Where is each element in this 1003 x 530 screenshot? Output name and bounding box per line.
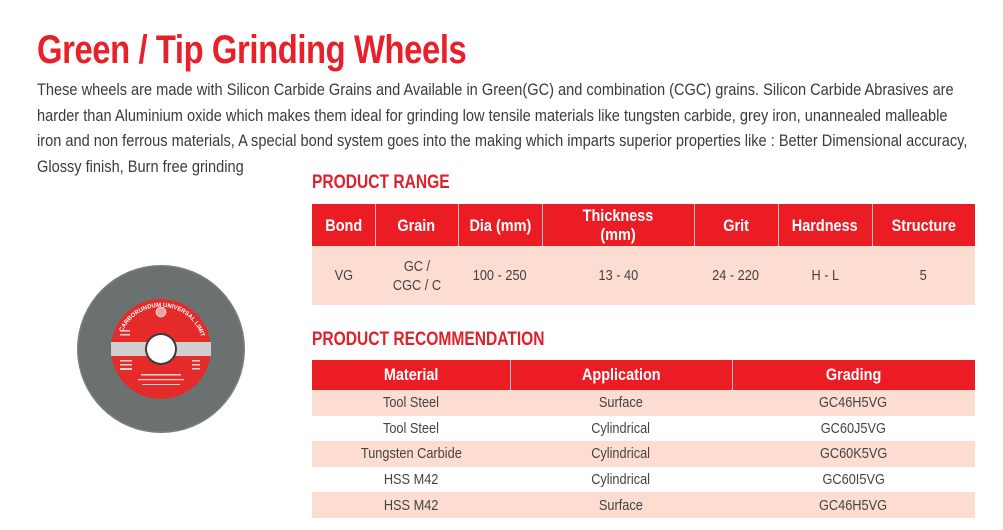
cell-structure: 5 (872, 246, 975, 305)
cell-application: Cylindrical (510, 441, 732, 467)
cell-grading: GC60I5VG (732, 466, 975, 493)
cell-application: Surface (510, 492, 732, 518)
cell-material: Tool Steel (312, 415, 510, 442)
table-row: Tool Steel Surface GC46H5VG (312, 390, 975, 416)
column-header-application: Application (510, 360, 733, 390)
cell-thickness: 13 - 40 (542, 246, 694, 305)
cell-material: HSS M42 (312, 492, 510, 518)
cell-application: Surface (510, 390, 732, 416)
table-header-row: Material Application Grading (312, 360, 975, 390)
grinding-wheel-image: CARBORUNDUM UNIVERSAL LIMITED (76, 264, 245, 433)
table-header-row: Bond Grain Dia (mm) Thickness (mm) Grit … (312, 204, 975, 246)
cell-material: HSS M42 (312, 466, 510, 493)
cell-grading: GC46H5VG (732, 492, 975, 518)
cell-material: Tungsten Carbide (312, 441, 510, 467)
cell-grain: GC / CGC / C (375, 246, 458, 305)
column-header-hardness: Hardness (778, 204, 873, 246)
cell-grit: 24 - 220 (694, 246, 778, 305)
product-recommendation-heading: PRODUCT RECOMMENDATION (312, 329, 545, 350)
cell-dia: 100 - 250 (458, 246, 542, 305)
table-row: Tungsten Carbide Cylindrical GC60K5VG (312, 441, 975, 467)
table-row: HSS M42 Surface GC46H5VG (312, 492, 975, 518)
column-header-grading: Grading (732, 360, 975, 390)
column-header-grain: Grain (375, 204, 459, 246)
intro-paragraph: These wheels are made with Silicon Carbi… (37, 81, 968, 176)
table-row: HSS M42 Cylindrical GC60I5VG (312, 466, 975, 493)
column-header-structure: Structure (872, 204, 975, 246)
table-row: Tool Steel Cylindrical GC60J5VG (312, 415, 975, 442)
cell-material: Tool Steel (312, 390, 510, 416)
column-header-grit: Grit (694, 204, 779, 246)
cell-grading: GC60J5VG (732, 415, 975, 442)
cell-grading: GC46H5VG (732, 390, 975, 416)
product-range-heading: PRODUCT RANGE (312, 172, 450, 193)
column-header-material: Material (312, 360, 511, 390)
cell-hardness: H - L (778, 246, 872, 305)
product-recommendation-table: Material Application Grading Tool Steel … (312, 360, 975, 518)
cell-application: Cylindrical (510, 415, 732, 442)
column-header-dia: Dia (mm) (458, 204, 543, 246)
cell-bond: VG (312, 246, 375, 305)
cell-application: Cylindrical (510, 466, 732, 493)
cell-grading: GC60K5VG (732, 441, 975, 467)
table-row: VG GC / CGC / C 100 - 250 13 - 40 24 - 2… (312, 246, 975, 305)
column-header-bond: Bond (312, 204, 376, 246)
product-range-table: Bond Grain Dia (mm) Thickness (mm) Grit … (312, 204, 975, 305)
column-header-thickness: Thickness (mm) (542, 204, 695, 246)
page-title: Green / Tip Grinding Wheels (37, 28, 467, 72)
